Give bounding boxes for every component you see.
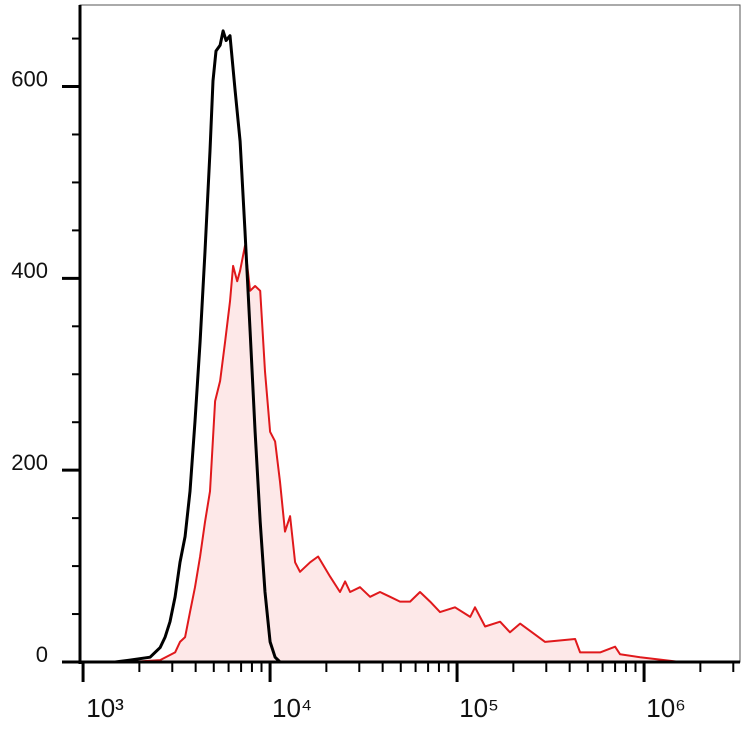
x-tick-label: 10⁶ (646, 693, 686, 723)
y-tick-label: 200 (11, 450, 48, 475)
x-tick-label: 10⁵ (459, 693, 499, 723)
y-tick-label: 400 (11, 258, 48, 283)
y-tick-label: 0 (36, 642, 48, 667)
histogram-line (129, 244, 740, 663)
y-tick-label: 600 (11, 66, 48, 91)
histogram-line (80, 29, 740, 664)
histogram-area (130, 245, 740, 662)
x-tick-label: 10⁴ (272, 693, 312, 723)
x-tick-label: 10³ (86, 693, 124, 723)
